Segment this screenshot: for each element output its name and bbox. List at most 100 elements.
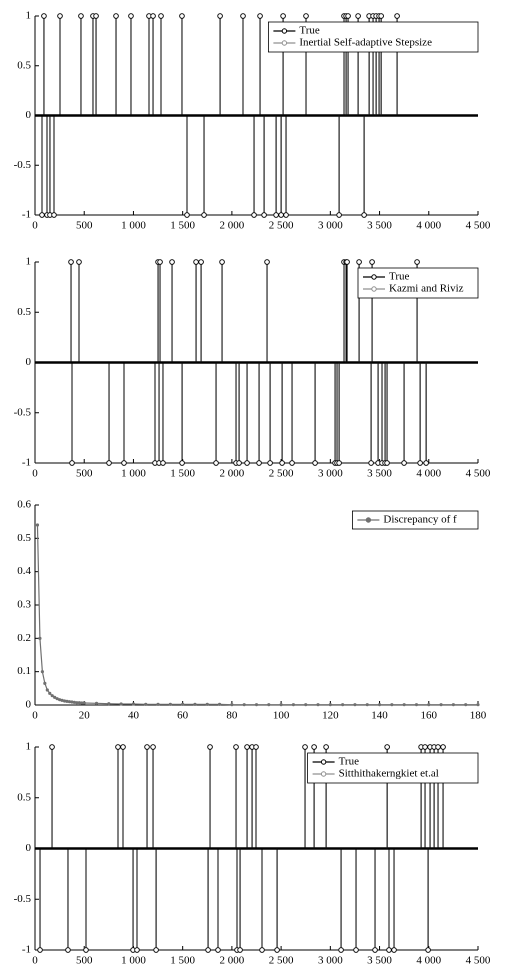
line-marker bbox=[50, 694, 54, 698]
stem-marker bbox=[179, 460, 185, 466]
stem-marker bbox=[355, 13, 361, 19]
x-tick-label: 2 000 bbox=[220, 220, 245, 232]
stem-marker bbox=[274, 947, 280, 953]
stem-marker bbox=[153, 947, 159, 953]
stem-marker bbox=[121, 460, 127, 466]
stem-marker bbox=[278, 212, 284, 218]
line-marker bbox=[193, 702, 197, 706]
stem-marker bbox=[219, 259, 225, 265]
x-tick-label: 1 000 bbox=[121, 220, 146, 232]
x-tick-label: 60 bbox=[177, 710, 189, 722]
x-tick-label: 500 bbox=[76, 468, 93, 480]
y-tick-label: -1 bbox=[22, 944, 31, 956]
x-tick-label: 4 000 bbox=[416, 468, 441, 480]
line-marker bbox=[53, 695, 57, 699]
legend-marker bbox=[320, 771, 327, 777]
stem-marker bbox=[144, 744, 150, 750]
line-marker bbox=[35, 523, 40, 527]
x-tick-label: 140 bbox=[371, 710, 388, 722]
stem-marker bbox=[353, 947, 359, 953]
x-tick-label: 4 000 bbox=[416, 955, 441, 967]
stem-marker bbox=[386, 947, 392, 953]
line-marker bbox=[181, 702, 185, 706]
stem-marker bbox=[312, 460, 318, 466]
stem-marker bbox=[356, 259, 362, 265]
x-tick-label: 4 500 bbox=[466, 955, 491, 967]
legend-box bbox=[267, 21, 479, 53]
line-marker bbox=[144, 702, 148, 706]
stem-marker bbox=[160, 460, 166, 466]
stem-marker bbox=[193, 259, 199, 265]
x-tick-label: 20 bbox=[79, 710, 91, 722]
stem-marker bbox=[323, 744, 329, 750]
line-marker bbox=[67, 700, 72, 704]
stem-marker bbox=[289, 460, 295, 466]
x-tick-label: 3 500 bbox=[367, 955, 392, 967]
stem-marker bbox=[273, 212, 279, 218]
line-marker bbox=[168, 702, 172, 706]
line-marker bbox=[328, 703, 332, 707]
stem-marker bbox=[179, 13, 185, 19]
y-tick-label: 0.3 bbox=[17, 599, 31, 611]
x-tick-label: 4 500 bbox=[466, 220, 491, 232]
y-tick-label: 0.5 bbox=[17, 59, 31, 71]
stem-marker bbox=[213, 460, 219, 466]
y-tick-label: 0 bbox=[26, 109, 32, 121]
line-marker bbox=[427, 703, 431, 707]
stem-marker bbox=[303, 13, 309, 19]
stem-marker bbox=[217, 13, 223, 19]
stem-marker bbox=[384, 744, 390, 750]
stem-marker bbox=[344, 259, 350, 265]
line-marker bbox=[377, 703, 382, 707]
x-tick-label: 2 000 bbox=[220, 468, 245, 480]
stem-marker bbox=[157, 259, 163, 265]
stem-marker bbox=[128, 13, 134, 19]
legend-label: Discrepancy of f bbox=[383, 514, 457, 526]
line-marker bbox=[464, 703, 468, 707]
legend-marker bbox=[320, 759, 327, 765]
stem-marker bbox=[422, 744, 428, 750]
stem-marker bbox=[240, 13, 246, 19]
y-tick-label: 0.6 bbox=[17, 499, 31, 511]
y-tick-label: -1 bbox=[22, 209, 31, 221]
stem-marker bbox=[302, 744, 308, 750]
x-tick-label: 2 000 bbox=[220, 955, 245, 967]
legend-marker bbox=[371, 286, 377, 292]
y-tick-label: -0.5 bbox=[14, 406, 32, 418]
line-marker bbox=[107, 702, 111, 706]
x-tick-label: 3 500 bbox=[367, 468, 392, 480]
x-tick-label: 0 bbox=[32, 710, 38, 722]
legend-marker bbox=[365, 517, 372, 523]
stem-marker bbox=[311, 744, 317, 750]
line-marker bbox=[55, 697, 59, 701]
stem-marker bbox=[345, 13, 351, 19]
line-marker bbox=[62, 699, 67, 703]
stem-marker bbox=[361, 212, 367, 218]
line-marker bbox=[476, 703, 480, 707]
y-tick-label: 0.5 bbox=[17, 306, 31, 318]
x-tick-label: 4 500 bbox=[466, 468, 491, 480]
stem-marker bbox=[401, 460, 407, 466]
stem-marker bbox=[65, 947, 71, 953]
x-tick-label: 1 500 bbox=[170, 220, 195, 232]
x-tick-label: 1 500 bbox=[170, 468, 195, 480]
line-marker bbox=[65, 699, 69, 703]
stem-marker bbox=[78, 13, 84, 19]
y-tick-label: 0 bbox=[26, 699, 32, 711]
x-tick-label: 1 000 bbox=[121, 468, 146, 480]
y-tick-label: 0 bbox=[26, 842, 32, 854]
y-tick-label: 1 bbox=[26, 741, 32, 753]
legend-label: Sitthithakerngkiet et.al bbox=[339, 768, 439, 780]
stem-marker bbox=[264, 259, 270, 265]
stem-marker bbox=[115, 744, 121, 750]
y-tick-label: 0.5 bbox=[17, 532, 31, 544]
stem-marker bbox=[244, 744, 250, 750]
line-marker bbox=[60, 698, 64, 702]
y-tick-label: 0 bbox=[26, 356, 32, 368]
legend-box bbox=[307, 752, 479, 784]
legend-marker bbox=[281, 28, 288, 34]
stem-marker bbox=[237, 947, 243, 953]
stem-marker bbox=[69, 460, 75, 466]
stem-marker bbox=[267, 460, 273, 466]
stem-marker bbox=[280, 13, 286, 19]
